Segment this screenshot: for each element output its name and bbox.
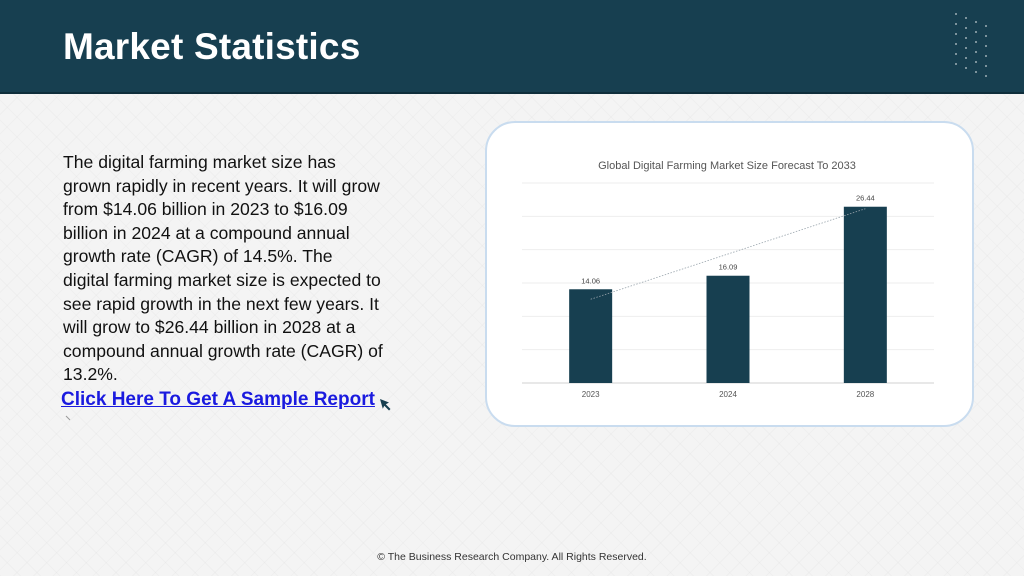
chart-title: Global Digital Farming Market Size Forec… <box>598 160 856 172</box>
x-tick-2023: 2023 <box>582 390 600 399</box>
page-title: Market Statistics <box>63 26 361 67</box>
bar-2023 <box>569 289 613 383</box>
market-description: The digital farming market size has grow… <box>63 152 383 385</box>
x-tick-2028: 2028 <box>856 390 874 399</box>
market-size-chart: Global Digital Farming Market Size Forec… <box>522 160 934 399</box>
small-caret-icon <box>65 415 71 421</box>
data-label-2028: 26.44 <box>856 194 875 203</box>
chart-card: Global Digital Farming Market Size Forec… <box>485 121 974 427</box>
data-label-2023: 14.06 <box>581 276 600 285</box>
bar-2024 <box>706 275 750 383</box>
x-tick-2024: 2024 <box>719 390 737 399</box>
data-label-2024: 16.09 <box>719 263 738 272</box>
cursor-arrow-icon <box>380 399 391 411</box>
trend-line <box>590 208 866 300</box>
header-bar: Market Statistics <box>0 0 1024 94</box>
sample-report-link[interactable]: Click Here To Get A Sample Report <box>61 389 375 410</box>
bar-2028 <box>843 206 887 383</box>
copyright-footer: © The Business Research Company. All Rig… <box>377 551 647 563</box>
decorative-dots-icon <box>955 13 987 77</box>
